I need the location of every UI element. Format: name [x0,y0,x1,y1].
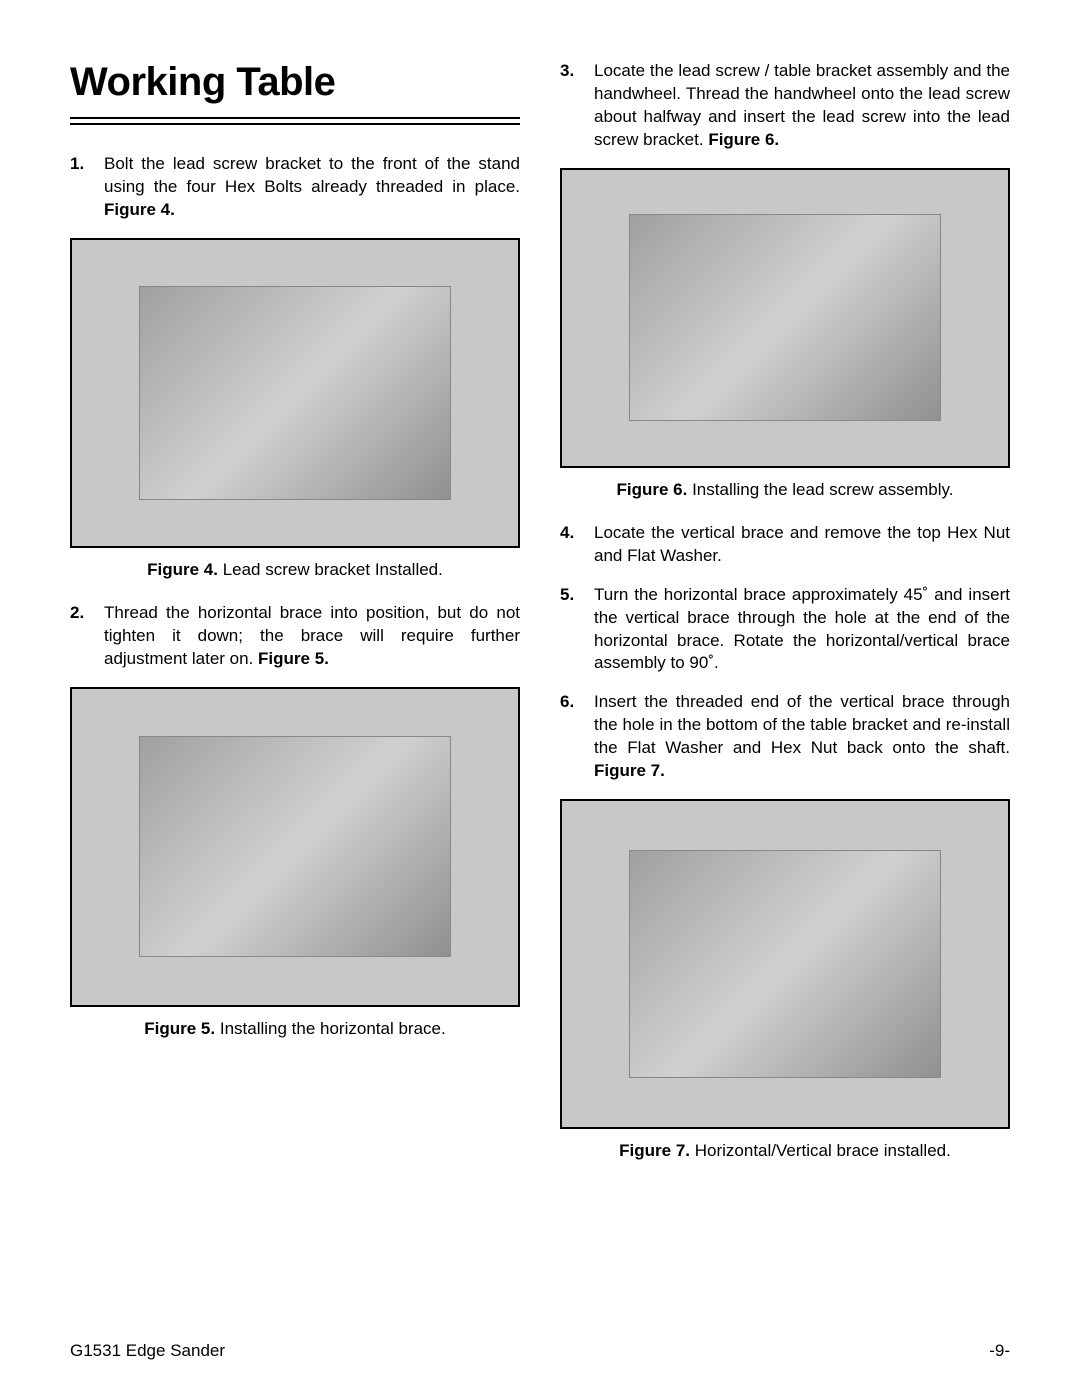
step-text: Thread the horizontal brace into positio… [104,602,520,671]
section-title: Working Table [70,60,520,105]
right-column: 3. Locate the lead screw / table bracket… [560,60,1010,1183]
step-text: Locate the vertical brace and remove the… [594,522,1010,568]
figure-5-caption: Figure 5. Installing the horizontal brac… [70,1019,520,1039]
step-text: Bolt the lead screw bracket to the front… [104,153,520,222]
footer-right: -9- [989,1341,1010,1361]
step-2: 2. Thread the horizontal brace into posi… [70,602,520,671]
step-5: 5. Turn the horizontal brace approximate… [560,584,1010,676]
step-number: 4. [560,522,594,568]
left-column: Working Table 1. Bolt the lead screw bra… [70,60,520,1183]
figure-4-image [70,238,520,548]
figure-7-caption: Figure 7. Horizontal/Vertical brace inst… [560,1141,1010,1161]
footer-left: G1531 Edge Sander [70,1341,225,1361]
step-number: 1. [70,153,104,222]
rule-2 [70,123,520,125]
figure-5-image [70,687,520,1007]
rule-1 [70,117,520,119]
step-6: 6. Insert the threaded end of the vertic… [560,691,1010,783]
step-text: Insert the threaded end of the vertical … [594,691,1010,783]
page-footer: G1531 Edge Sander -9- [70,1341,1010,1361]
figure-7-image [560,799,1010,1129]
step-number: 6. [560,691,594,783]
step-4: 4. Locate the vertical brace and remove … [560,522,1010,568]
step-text: Turn the horizontal brace approximately … [594,584,1010,676]
step-1: 1. Bolt the lead screw bracket to the fr… [70,153,520,222]
step-number: 2. [70,602,104,671]
figure-6-caption: Figure 6. Installing the lead screw asse… [560,480,1010,500]
figure-4-caption: Figure 4. Lead screw bracket Installed. [70,560,520,580]
step-number: 3. [560,60,594,152]
step-text: Locate the lead screw / table bracket as… [594,60,1010,152]
step-number: 5. [560,584,594,676]
step-3: 3. Locate the lead screw / table bracket… [560,60,1010,152]
figure-6-image [560,168,1010,468]
